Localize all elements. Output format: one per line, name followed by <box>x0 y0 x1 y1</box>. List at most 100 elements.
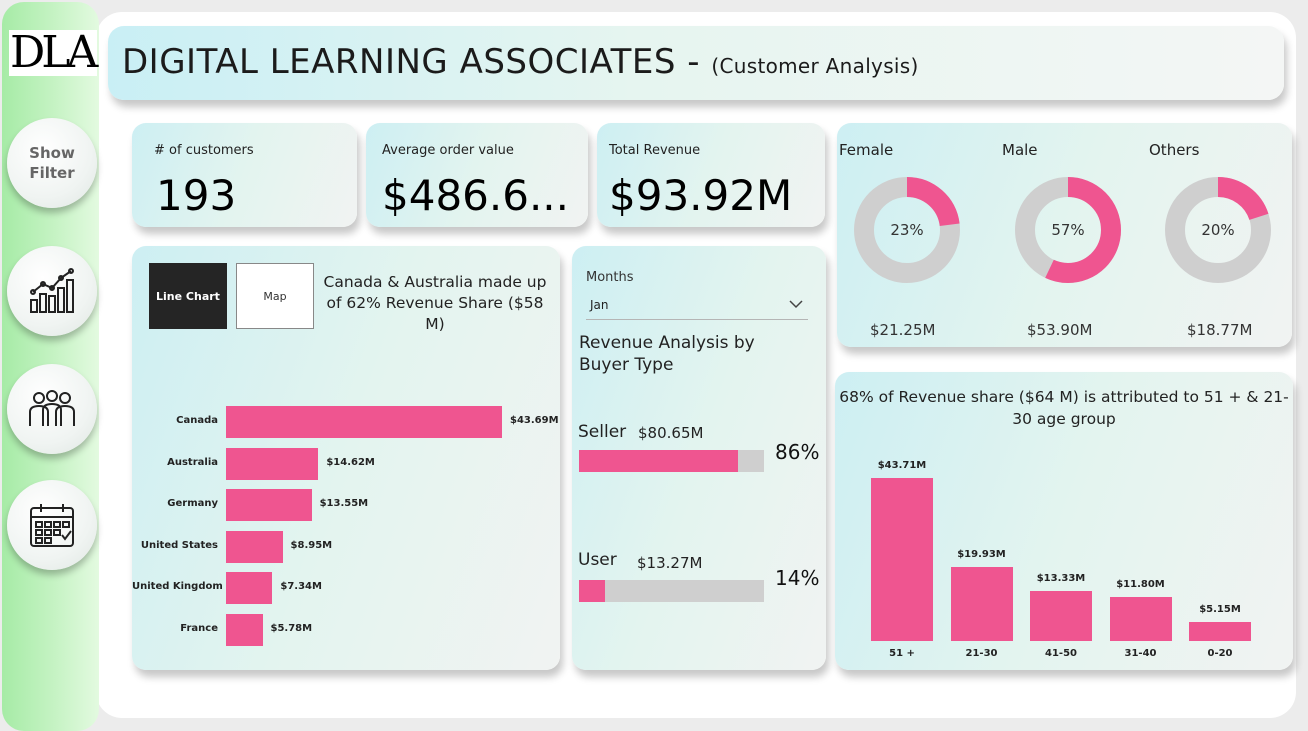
months-dropdown[interactable]: Jan <box>586 292 808 320</box>
tab-map[interactable]: Map <box>236 263 314 329</box>
nav-revenue-button[interactable] <box>7 246 97 336</box>
country-bar[interactable] <box>226 447 319 480</box>
country-bar-row: Canada $43.69M <box>132 406 559 438</box>
age-category-label: 51 + <box>889 648 915 659</box>
gender-label-female: Female <box>839 141 894 159</box>
buyer-bar-user <box>579 580 764 602</box>
country-label: United States <box>140 539 218 551</box>
show-filter-label: Show Filter <box>29 144 75 182</box>
kpi-label: # of customers <box>154 143 254 158</box>
country-bar-row: Australia $14.62M <box>132 447 552 480</box>
bar-chart-growth-icon <box>30 268 74 313</box>
age-category-label: 21-30 <box>965 648 998 659</box>
show-filter-button[interactable]: Show Filter <box>7 118 97 208</box>
nav-customers-button[interactable] <box>7 364 97 454</box>
gender-panel: Female Male Others 23% 57% 20% $21.25M $… <box>837 123 1292 347</box>
buyer-bar-seller <box>579 450 764 472</box>
country-bar[interactable] <box>226 406 502 438</box>
country-bar-row: France $5.78M <box>132 614 552 646</box>
kpi-value: $486.6... <box>382 171 570 220</box>
age-bar[interactable] <box>1109 596 1172 641</box>
donut-slice[interactable] <box>1015 177 1121 283</box>
kpi-revenue-card: Total Revenue $93.92M <box>597 123 825 227</box>
country-bar-row: Germany $13.55M <box>132 489 552 522</box>
buyer-title: Revenue Analysis by Buyer Type <box>579 333 755 375</box>
age-value-label: $11.80M <box>1116 578 1165 590</box>
kpi-customers-card: # of customers 193 <box>132 123 357 227</box>
buyer-name-seller: Seller <box>578 422 627 442</box>
nav-calendar-button[interactable] <box>7 480 97 570</box>
sidebar: DLA Show Filter <box>2 2 99 731</box>
donut-male[interactable]: 57% <box>1013 175 1123 285</box>
donut-percent: 57% <box>1051 221 1085 239</box>
gender-label-male: Male <box>1002 141 1038 159</box>
country-value-label: $43.69M <box>510 415 559 426</box>
age-bar[interactable] <box>950 566 1013 641</box>
team-people-icon <box>29 390 75 426</box>
kpi-value: $93.92M <box>609 171 793 220</box>
donut-slice[interactable] <box>854 177 960 283</box>
gender-revenue-male: $53.90M <box>1027 321 1093 339</box>
kpi-label: Average order value <box>382 143 514 158</box>
age-value-label: $13.33M <box>1036 573 1086 585</box>
age-panel: 68% of Revenue share ($64 M) is attribut… <box>835 372 1293 670</box>
donut-female-svg <box>854 177 960 283</box>
chevron-down-icon <box>789 300 803 309</box>
gender-label-others: Others <box>1149 141 1200 159</box>
donut-male-svg <box>1015 177 1121 283</box>
country-bar[interactable] <box>226 530 283 563</box>
country-value-label: $5.78M <box>270 623 313 634</box>
donut-percent: 20% <box>1201 221 1235 239</box>
country-label: Australia <box>167 456 218 468</box>
age-category-label: 31-40 <box>1124 648 1157 659</box>
buyer-amount-seller: $80.65M <box>638 424 704 442</box>
country-bar[interactable] <box>226 614 263 646</box>
kpi-value: 193 <box>156 171 237 220</box>
country-label: Canada <box>176 415 218 426</box>
age-value-label: $43.71M <box>877 460 927 471</box>
age-category-label: 0-20 <box>1207 648 1233 659</box>
buyer-panel: Months Jan Revenue Analysis by Buyer Typ… <box>572 246 826 670</box>
donut-others[interactable]: 20% <box>1163 175 1273 285</box>
country-label: Germany <box>167 498 218 510</box>
buyer-bar-fill <box>579 450 739 472</box>
buyer-share-user: 14% <box>775 566 820 590</box>
country-insight-text: Canada & Australia made up of 62% Revenu… <box>323 273 547 333</box>
country-bar[interactable] <box>226 489 312 522</box>
age-bar[interactable] <box>871 478 933 641</box>
country-label: France <box>180 623 218 634</box>
country-value-label: $13.55M <box>319 498 369 510</box>
gender-revenue-others: $18.77M <box>1187 321 1253 339</box>
age-category-label: 41-50 <box>1045 648 1077 659</box>
donut-percent: 23% <box>890 221 924 239</box>
page-title-main: DIGITAL LEARNING ASSOCIATES - <box>122 42 712 82</box>
donut-female[interactable]: 23% <box>852 175 962 285</box>
header-banner: DIGITAL LEARNING ASSOCIATES - (Customer … <box>108 26 1284 100</box>
buyer-name-user: User <box>578 550 617 570</box>
country-bar-row: United Kingdom $7.34M <box>132 572 552 605</box>
months-slicer-label: Months <box>586 270 634 285</box>
country-label: United Kingdom <box>132 581 223 593</box>
buyer-bar-fill <box>579 580 605 602</box>
kpi-label: Total Revenue <box>609 143 701 158</box>
country-value-label: $14.62M <box>326 456 375 468</box>
donut-others-svg <box>1165 177 1271 283</box>
page-title: DIGITAL LEARNING ASSOCIATES - (Customer … <box>122 42 919 82</box>
tab-line-chart[interactable]: Line Chart <box>149 263 227 329</box>
buyer-share-seller: 86% <box>775 440 820 464</box>
dla-logo: DLA <box>9 30 98 76</box>
country-bar[interactable] <box>226 572 273 605</box>
kpi-aov-card: Average order value $486.6... <box>366 123 588 227</box>
donut-slice[interactable] <box>1165 177 1271 283</box>
page-subtitle: (Customer Analysis) <box>711 54 919 78</box>
buyer-amount-user: $13.27M <box>637 554 703 572</box>
age-bar-chart: $43.71M 51 + $19.93M 21-30 $13.33M 41-50 $11.8… <box>835 372 1293 670</box>
age-bar[interactable] <box>1030 591 1092 641</box>
age-bar[interactable] <box>1189 621 1251 641</box>
country-bar-row: United States $8.95M <box>132 530 552 563</box>
months-dropdown-value: Jan <box>590 298 609 312</box>
age-insight-text: 68% of Revenue share ($64 M) is attribut… <box>839 388 1289 428</box>
age-value-label: $19.93M <box>957 548 1006 560</box>
calendar-check-icon <box>30 504 74 547</box>
country-value-label: $7.34M <box>280 581 322 593</box>
